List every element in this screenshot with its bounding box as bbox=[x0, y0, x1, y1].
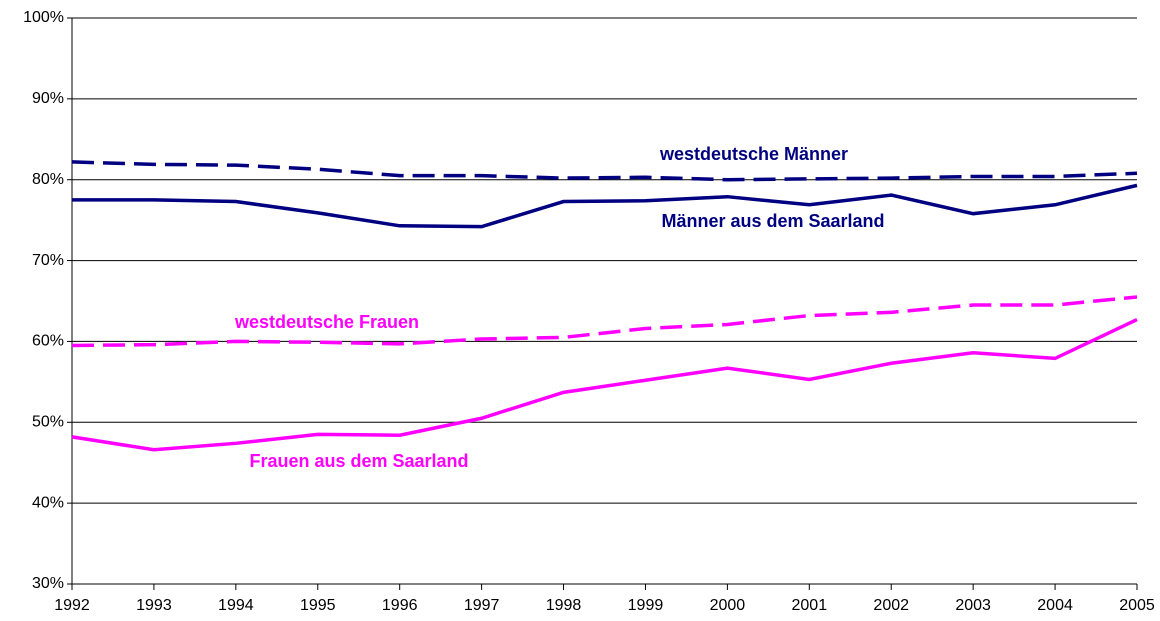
x-tick-label: 1993 bbox=[136, 597, 172, 614]
y-tick-label: 60% bbox=[32, 333, 64, 350]
x-tick-label: 1996 bbox=[382, 597, 418, 614]
x-tick-label: 2003 bbox=[955, 597, 991, 614]
y-tick-label: 40% bbox=[32, 494, 64, 511]
x-tick-label: 1997 bbox=[464, 597, 500, 614]
x-tick-label: 2002 bbox=[873, 597, 909, 614]
series-label: westdeutsche Frauen bbox=[234, 312, 419, 332]
series-label: westdeutsche Männer bbox=[659, 144, 848, 164]
y-tick-label: 80% bbox=[32, 171, 64, 188]
series-label: Frauen aus dem Saarland bbox=[249, 451, 468, 471]
series-line bbox=[72, 183, 1138, 229]
y-tick-label: 30% bbox=[32, 575, 64, 592]
y-tick-label: 100% bbox=[23, 9, 64, 26]
series-label: Männer aus dem Saarland bbox=[661, 211, 884, 231]
x-tick-label: 2004 bbox=[1037, 597, 1073, 614]
y-tick-label: 70% bbox=[32, 252, 64, 269]
x-tick-label: 1995 bbox=[300, 597, 336, 614]
series-line bbox=[71, 295, 1138, 348]
y-tick-label: 90% bbox=[32, 90, 64, 107]
y-tick-label: 50% bbox=[32, 414, 64, 431]
x-tick-label: 2000 bbox=[710, 597, 746, 614]
x-tick-label: 2005 bbox=[1119, 597, 1155, 614]
x-tick-label: 2001 bbox=[792, 597, 828, 614]
x-tick-label: 1999 bbox=[628, 597, 664, 614]
series-line bbox=[71, 160, 1138, 182]
x-tick-label: 1994 bbox=[218, 597, 254, 614]
x-tick-label: 1998 bbox=[546, 597, 582, 614]
series-line bbox=[71, 318, 1138, 452]
x-tick-label: 1992 bbox=[54, 597, 90, 614]
